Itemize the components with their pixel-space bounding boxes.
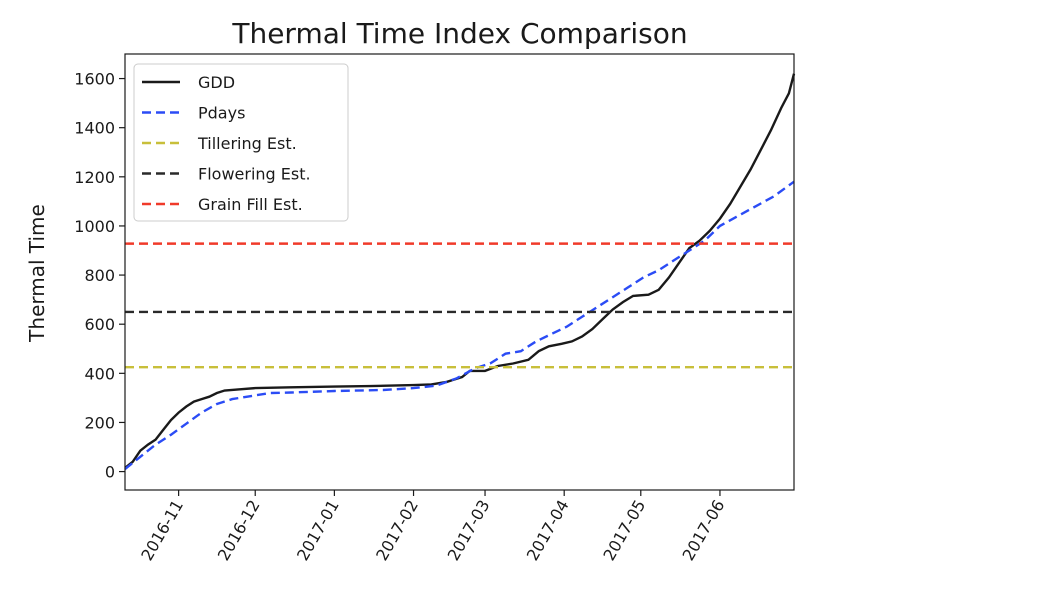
series-layer xyxy=(124,73,796,471)
x-tick-label: 2017-04 xyxy=(523,497,573,564)
y-tick-label: 1200 xyxy=(74,168,115,187)
legend-label-grain-fill-est: Grain Fill Est. xyxy=(198,195,303,214)
series-line-gdd xyxy=(124,73,796,469)
y-tick-label: 1600 xyxy=(74,70,115,89)
plot-frame xyxy=(124,53,795,491)
y-tick-label: 600 xyxy=(84,315,115,334)
x-ticks: 2016-11 2016-12 2017-01 2017-02 2017-03 2017-… xyxy=(137,490,728,564)
legend-label-flowering-est: Flowering Est. xyxy=(198,165,311,184)
x-tick-label: 2017-01 xyxy=(293,497,343,564)
y-tick-label: 800 xyxy=(84,266,115,285)
x-tick-label: 2016-11 xyxy=(137,497,187,564)
legend-label-pdays: Pdays xyxy=(198,104,245,123)
legend-box xyxy=(133,63,349,222)
legend-label-tillering-est: Tillering Est. xyxy=(197,134,297,153)
x-tick-label: 2017-06 xyxy=(679,497,729,564)
x-tick-label: 2017-05 xyxy=(599,497,649,564)
y-ticks: 0 200 400 600 800 1000 1200 1400 1600 xyxy=(74,70,125,482)
x-tick-label: 2017-03 xyxy=(444,497,494,564)
chart-title: Thermal Time Index Comparison xyxy=(231,17,687,50)
y-tick-label: 200 xyxy=(84,413,115,432)
legend: GDD Pdays Tillering Est. Flowering Est. Grai… xyxy=(133,63,349,222)
x-tick-label: 2017-02 xyxy=(372,497,422,564)
legend-label-gdd: GDD xyxy=(198,73,235,92)
y-tick-label: 1400 xyxy=(74,119,115,138)
y-axis-label: Thermal Time xyxy=(25,204,49,343)
y-tick-label: 1000 xyxy=(74,217,115,236)
y-tick-label: 400 xyxy=(84,364,115,383)
y-tick-label: 0 xyxy=(105,463,115,482)
series-line-pdays xyxy=(124,180,795,471)
x-tick-label: 2016-12 xyxy=(214,497,264,564)
